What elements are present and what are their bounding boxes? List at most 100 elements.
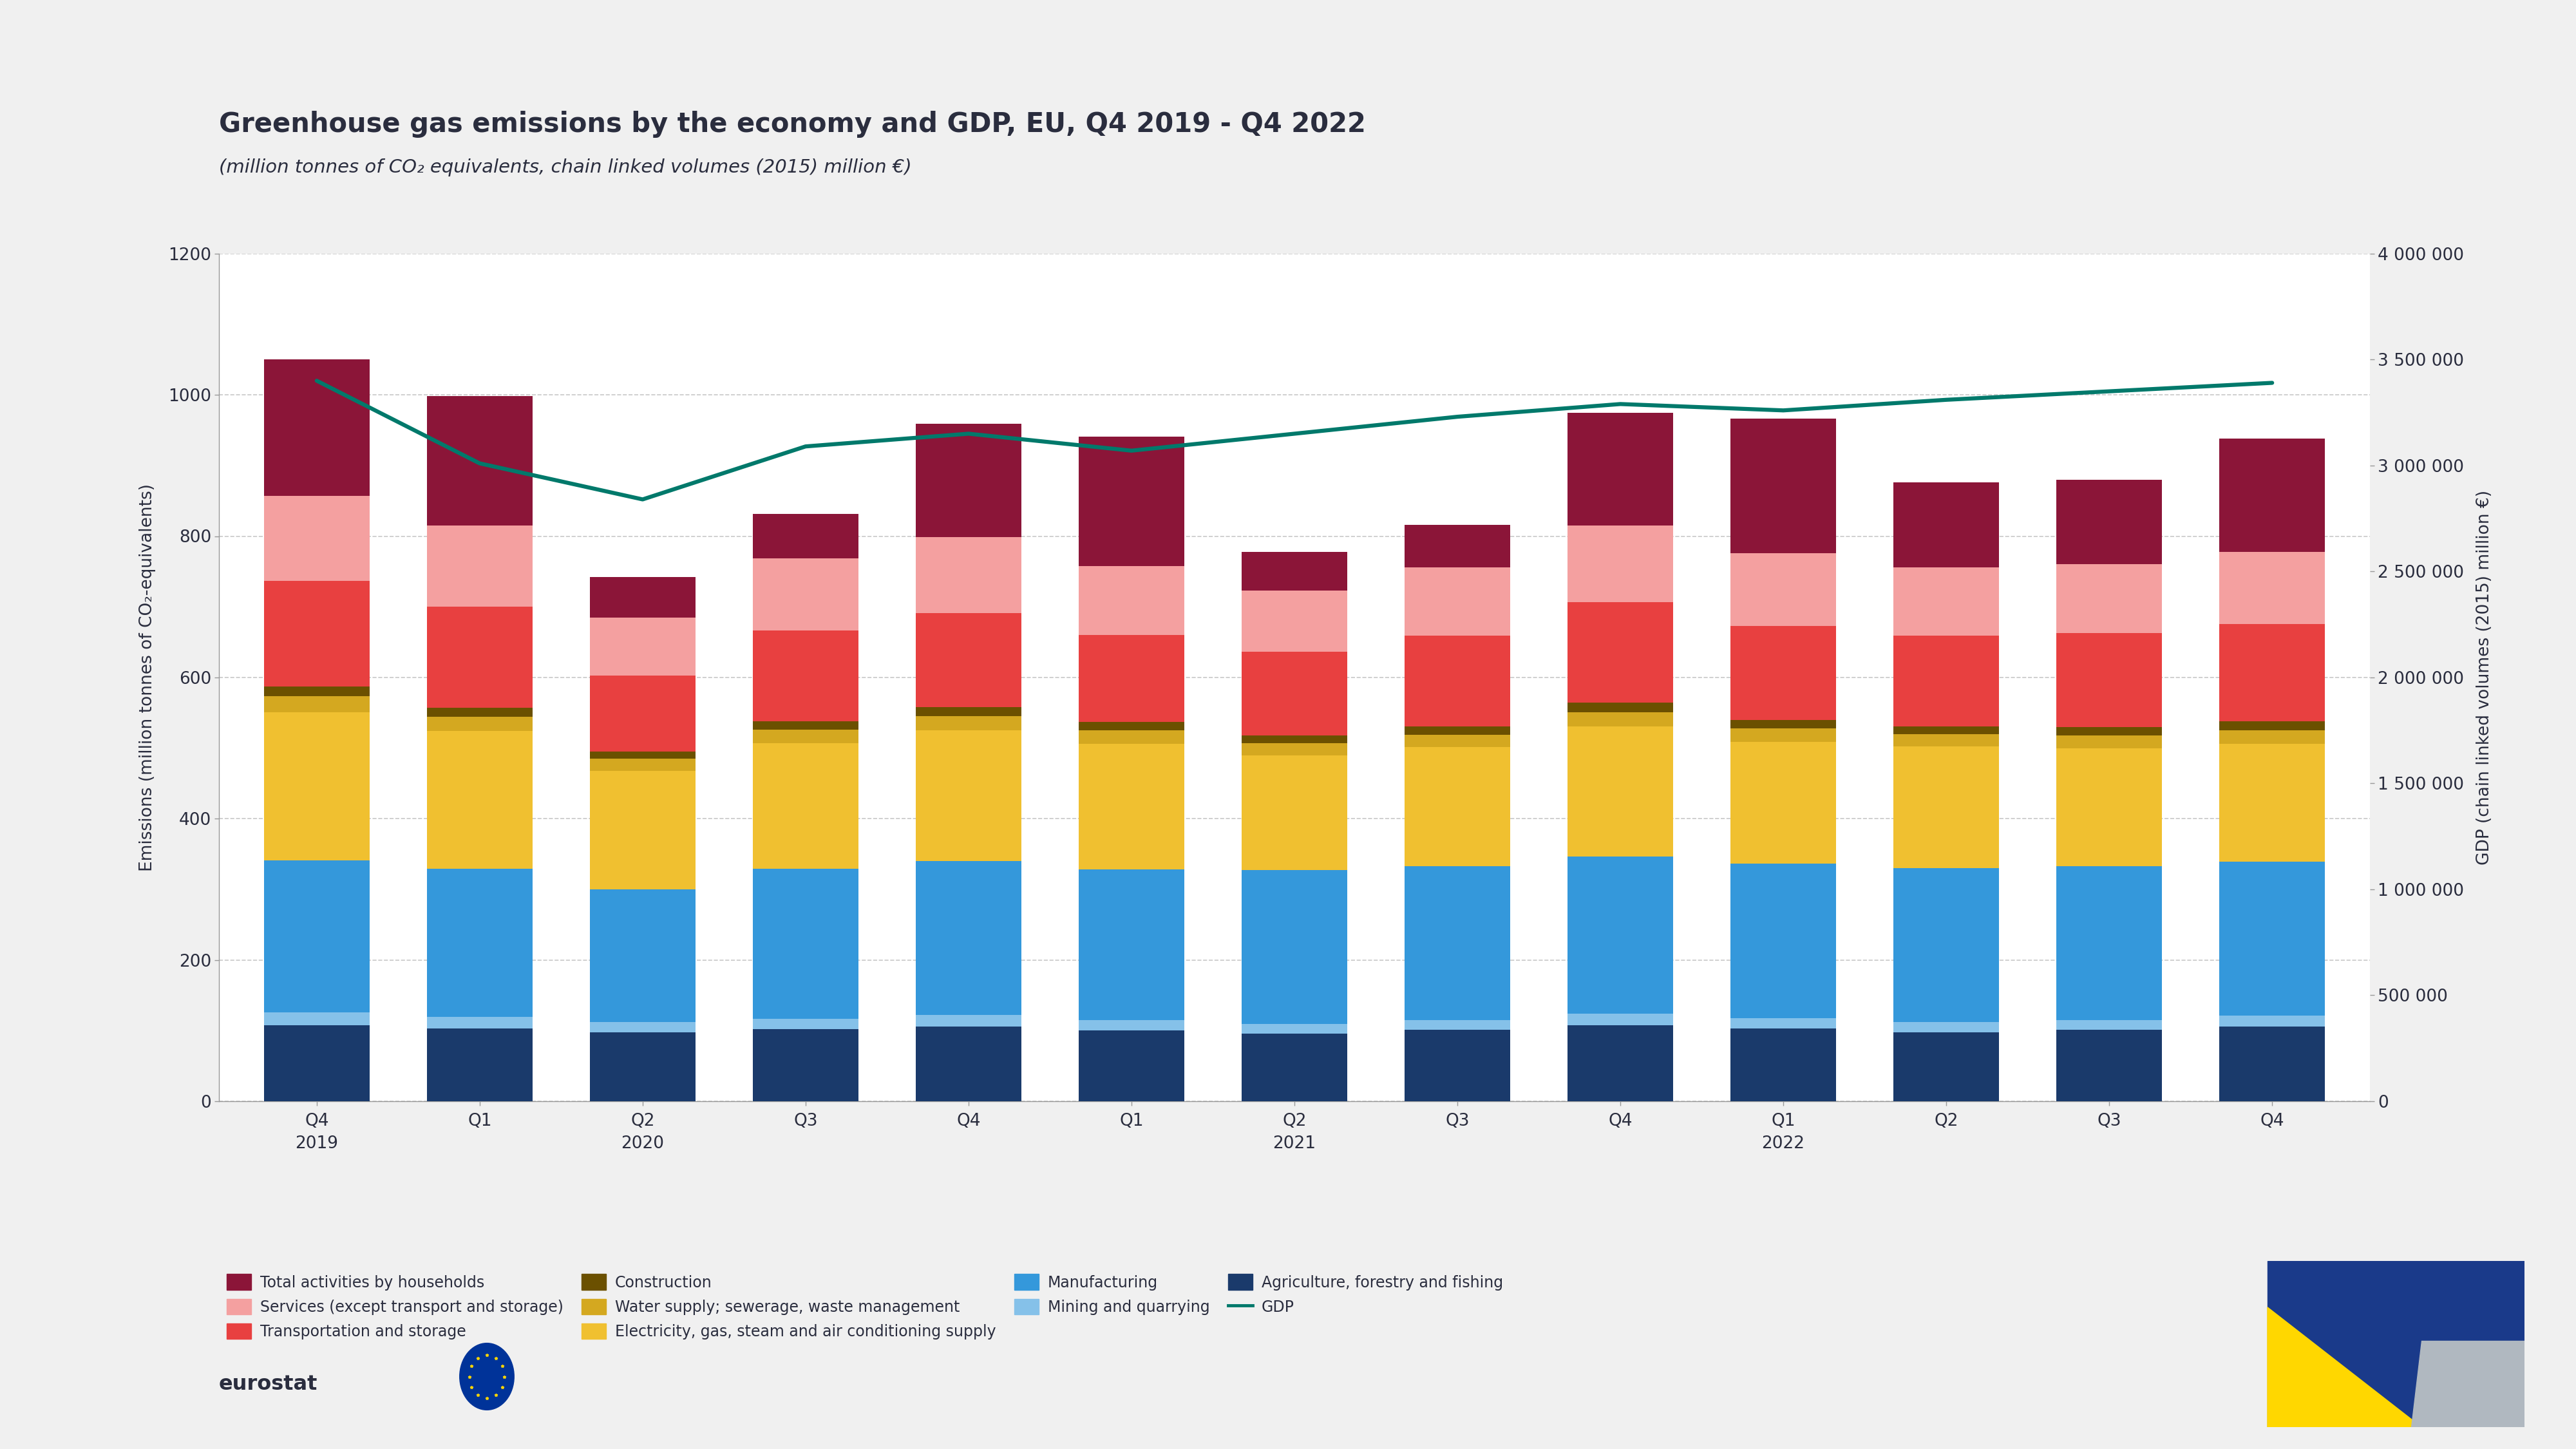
Bar: [1731, 554, 1837, 626]
Bar: [1404, 636, 1510, 726]
Bar: [752, 630, 858, 722]
Text: Greenhouse gas emissions by the economy and GDP, EU, Q4 2019 - Q4 2022: Greenhouse gas emissions by the economy …: [219, 110, 1365, 138]
Bar: [2056, 735, 2161, 748]
Text: 2021: 2021: [1273, 1135, 1316, 1152]
Bar: [1893, 483, 1999, 567]
Bar: [1404, 525, 1510, 567]
Bar: [2218, 730, 2326, 743]
Bar: [914, 861, 1023, 1016]
Bar: [1731, 1017, 1837, 1029]
Bar: [1079, 730, 1185, 743]
Bar: [2218, 552, 2326, 623]
Bar: [1242, 743, 1347, 755]
Bar: [1731, 742, 1837, 864]
Bar: [1566, 1024, 1674, 1101]
Bar: [914, 730, 1023, 861]
Bar: [1404, 735, 1510, 748]
Bar: [752, 869, 858, 1019]
Polygon shape: [2267, 1307, 2421, 1427]
Circle shape: [459, 1343, 515, 1410]
Bar: [1893, 733, 1999, 746]
Bar: [1242, 591, 1347, 652]
Bar: [1893, 1022, 1999, 1032]
Bar: [752, 722, 858, 730]
Bar: [263, 496, 371, 581]
Bar: [752, 514, 858, 558]
Bar: [2218, 439, 2326, 552]
Bar: [914, 707, 1023, 716]
Bar: [2218, 722, 2326, 730]
Bar: [2056, 727, 2161, 735]
Bar: [2056, 480, 2161, 564]
Bar: [263, 359, 371, 496]
Bar: [428, 869, 533, 1017]
Bar: [428, 396, 533, 526]
Bar: [1566, 413, 1674, 526]
Bar: [590, 577, 696, 617]
Bar: [1242, 552, 1347, 591]
Bar: [2218, 1026, 2326, 1101]
Bar: [914, 716, 1023, 730]
Text: 2020: 2020: [621, 1135, 665, 1152]
Bar: [1731, 626, 1837, 720]
Bar: [1242, 755, 1347, 871]
Bar: [1242, 1033, 1347, 1101]
Bar: [1404, 567, 1510, 636]
Polygon shape: [2411, 1340, 2524, 1427]
Bar: [2218, 623, 2326, 722]
Bar: [1242, 871, 1347, 1024]
Bar: [1893, 746, 1999, 868]
Bar: [1566, 1014, 1674, 1024]
Legend: Total activities by households, Services (except transport and storage), Transpo: Total activities by households, Services…: [227, 1274, 1502, 1339]
Bar: [1566, 703, 1674, 711]
Bar: [2218, 862, 2326, 1016]
Bar: [2056, 867, 2161, 1020]
Bar: [914, 1026, 1023, 1101]
Bar: [1242, 735, 1347, 743]
Bar: [1079, 722, 1185, 730]
Bar: [1404, 867, 1510, 1020]
Bar: [428, 732, 533, 869]
Bar: [752, 558, 858, 630]
Bar: [1566, 726, 1674, 856]
Bar: [1404, 748, 1510, 867]
Bar: [914, 536, 1023, 613]
Bar: [590, 771, 696, 890]
Bar: [1893, 868, 1999, 1022]
Bar: [263, 697, 371, 711]
Bar: [263, 711, 371, 861]
Bar: [2218, 743, 2326, 862]
Y-axis label: GDP (chain linked volumes (2015) million €): GDP (chain linked volumes (2015) million…: [2476, 490, 2494, 865]
Bar: [590, 1022, 696, 1032]
Bar: [2056, 633, 2161, 727]
Bar: [1079, 743, 1185, 869]
Bar: [1404, 1020, 1510, 1030]
Bar: [2056, 1030, 2161, 1101]
Bar: [1242, 1024, 1347, 1033]
Bar: [914, 1016, 1023, 1026]
Bar: [1893, 567, 1999, 636]
Bar: [263, 1013, 371, 1024]
Text: eurostat: eurostat: [219, 1374, 317, 1394]
Bar: [914, 423, 1023, 536]
Bar: [1242, 652, 1347, 735]
Bar: [1566, 601, 1674, 703]
Bar: [752, 1019, 858, 1029]
Bar: [1079, 565, 1185, 635]
Bar: [428, 526, 533, 607]
Bar: [263, 861, 371, 1013]
Bar: [428, 717, 533, 732]
Bar: [1079, 635, 1185, 722]
Bar: [590, 890, 696, 1022]
Bar: [1893, 1032, 1999, 1101]
Bar: [1079, 869, 1185, 1020]
Bar: [263, 581, 371, 687]
Bar: [1566, 711, 1674, 726]
Bar: [428, 1017, 533, 1029]
Y-axis label: Emissions (million tonnes of CO₂-equivalents): Emissions (million tonnes of CO₂-equival…: [139, 484, 155, 871]
Text: 2022: 2022: [1762, 1135, 1806, 1152]
Bar: [752, 1029, 858, 1101]
Bar: [1893, 636, 1999, 726]
Bar: [1893, 726, 1999, 733]
Bar: [2056, 1020, 2161, 1030]
